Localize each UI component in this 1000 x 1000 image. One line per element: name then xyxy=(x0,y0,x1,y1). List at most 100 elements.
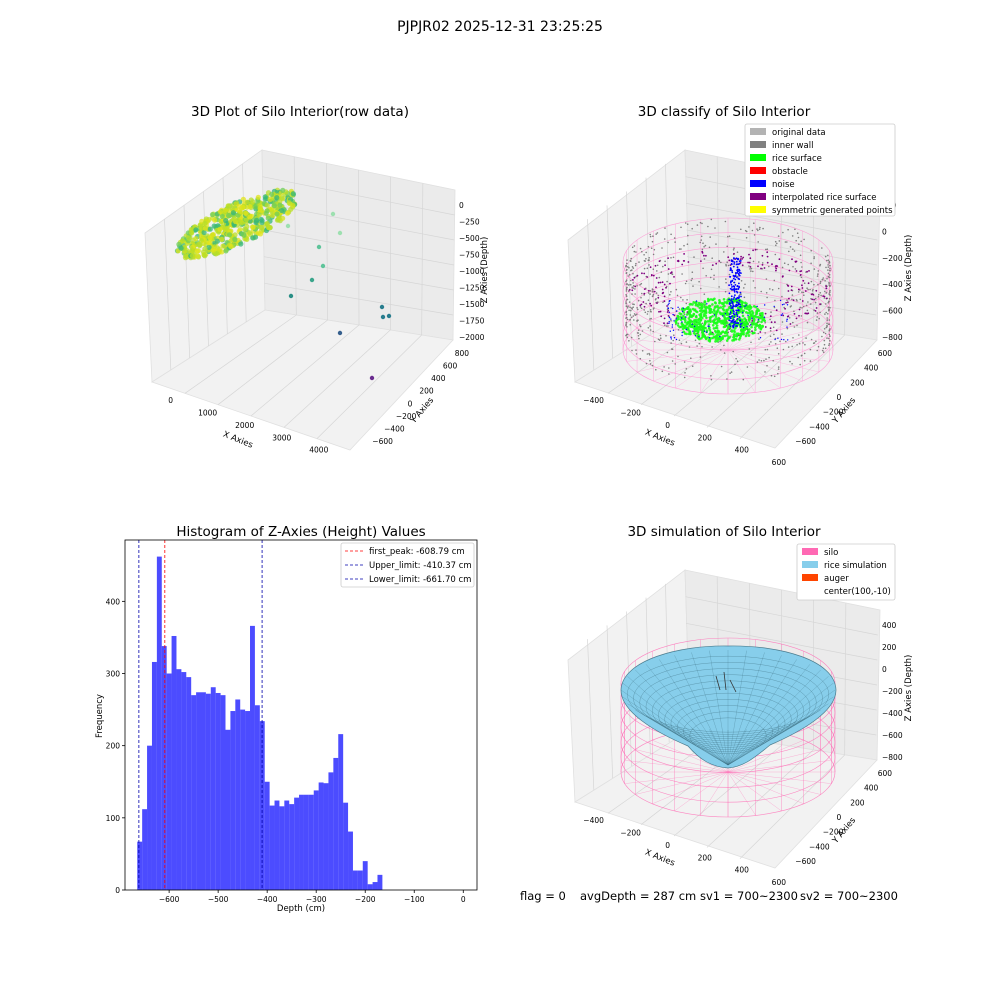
histogram-bar xyxy=(240,710,245,890)
interpolated-point xyxy=(794,313,796,315)
inner-wall-point xyxy=(655,369,657,371)
noise-point xyxy=(673,330,674,331)
inner-wall-point xyxy=(757,361,759,363)
inner-wall-point xyxy=(801,291,803,293)
inner-wall-point xyxy=(625,323,627,325)
interpolated-point xyxy=(643,293,645,295)
interpolated-point xyxy=(789,270,791,272)
noise-point xyxy=(696,300,697,301)
inner-wall-point xyxy=(677,356,679,358)
simulation-legend: silorice simulationaugercenter(100,-10) xyxy=(797,544,895,600)
noise-point xyxy=(739,275,741,277)
inner-wall-point xyxy=(828,259,830,261)
inner-wall-point xyxy=(626,289,628,291)
inner-wall-point xyxy=(662,301,664,303)
cls-y-tick-label: −600 xyxy=(795,437,816,446)
noise-point xyxy=(733,311,735,313)
inner-wall-point xyxy=(659,277,661,279)
noise-point xyxy=(783,304,784,305)
rice-surface-point xyxy=(713,336,716,339)
interpolated-point xyxy=(740,256,742,258)
inner-wall-point xyxy=(654,341,656,343)
interpolated-point xyxy=(766,251,768,253)
inner-wall-point xyxy=(628,340,630,342)
inner-wall-point xyxy=(630,310,632,312)
noise-point xyxy=(668,303,669,304)
rice-surface-point xyxy=(705,312,708,315)
noise-point xyxy=(735,325,737,327)
inner-wall-point xyxy=(686,303,688,305)
inner-wall-point xyxy=(680,297,682,299)
raw-point xyxy=(254,218,259,223)
inner-wall-point xyxy=(652,241,654,243)
inner-wall-point xyxy=(792,235,794,237)
inner-wall-point xyxy=(803,292,805,294)
inner-wall-point xyxy=(771,375,773,377)
histogram-bar xyxy=(348,832,353,890)
rice-surface-point xyxy=(756,310,759,313)
noise-point xyxy=(672,324,673,325)
cls-x-tick-label: 0 xyxy=(665,421,670,430)
inner-wall-point xyxy=(798,243,800,245)
inner-wall-point xyxy=(728,265,730,267)
inner-wall-point xyxy=(759,227,761,229)
inner-wall-point xyxy=(829,319,831,321)
raw-x-tick-label: 2000 xyxy=(235,421,254,430)
histogram-legend-label: Lower_limit: -661.70 cm xyxy=(369,575,471,585)
histogram-bar xyxy=(343,803,348,890)
simulation-z-ticks: 4002000−200−400−600−800 xyxy=(882,621,903,762)
inner-wall-point xyxy=(731,371,733,373)
inner-wall-point xyxy=(774,300,776,302)
inner-wall-point xyxy=(684,314,686,316)
inner-wall-point xyxy=(692,271,694,273)
noise-point xyxy=(731,284,733,286)
inner-wall-point xyxy=(770,335,772,337)
rice-surface-point xyxy=(680,325,683,328)
raw-point xyxy=(206,240,211,245)
inner-wall-point xyxy=(650,236,652,238)
inner-wall-point xyxy=(674,241,676,243)
inner-wall-point xyxy=(635,263,637,265)
inner-wall-point xyxy=(689,346,691,348)
inner-wall-point xyxy=(805,337,807,339)
inner-wall-point xyxy=(662,371,664,373)
interpolated-point xyxy=(826,298,828,300)
inner-wall-point xyxy=(753,222,755,224)
histogram-bar xyxy=(270,806,275,890)
rice-surface-point xyxy=(753,332,756,335)
inner-wall-point xyxy=(828,273,830,275)
noise-point xyxy=(737,292,739,294)
inner-wall-point xyxy=(677,295,679,297)
rice-surface-point xyxy=(678,312,681,315)
raw-outlier-point xyxy=(286,224,290,228)
inner-wall-point xyxy=(674,237,676,239)
classify-z-label: Z Axies (Depth) xyxy=(904,235,914,302)
classify-panel: 3D classify of Silo Interior −400−200020… xyxy=(568,104,914,467)
noise-point xyxy=(757,306,758,307)
inner-wall-point xyxy=(817,273,819,275)
inner-wall-point xyxy=(638,261,640,263)
inner-wall-point xyxy=(795,268,797,270)
classify-legend-label: interpolated rice surface xyxy=(772,193,877,203)
noise-point xyxy=(685,316,686,317)
inner-wall-point xyxy=(696,345,698,347)
classify-legend-swatch xyxy=(750,206,766,213)
inner-wall-point xyxy=(810,303,812,305)
inner-wall-point xyxy=(630,280,632,282)
inner-wall-point xyxy=(684,361,686,363)
noise-point xyxy=(734,314,736,316)
rice-surface-point xyxy=(723,301,726,304)
inner-wall-point xyxy=(820,282,822,284)
raw-outlier-point xyxy=(310,278,314,282)
noise-point xyxy=(695,335,696,336)
inner-wall-point xyxy=(775,343,777,345)
inner-wall-point xyxy=(829,262,831,264)
histogram-bar xyxy=(279,806,284,890)
noise-point xyxy=(734,291,736,293)
raw-point xyxy=(231,210,236,215)
interpolated-point xyxy=(775,268,777,270)
interpolated-point xyxy=(782,315,784,317)
histogram-bar xyxy=(157,557,162,890)
rice-surface-point xyxy=(745,335,748,338)
inner-wall-point xyxy=(757,241,759,243)
